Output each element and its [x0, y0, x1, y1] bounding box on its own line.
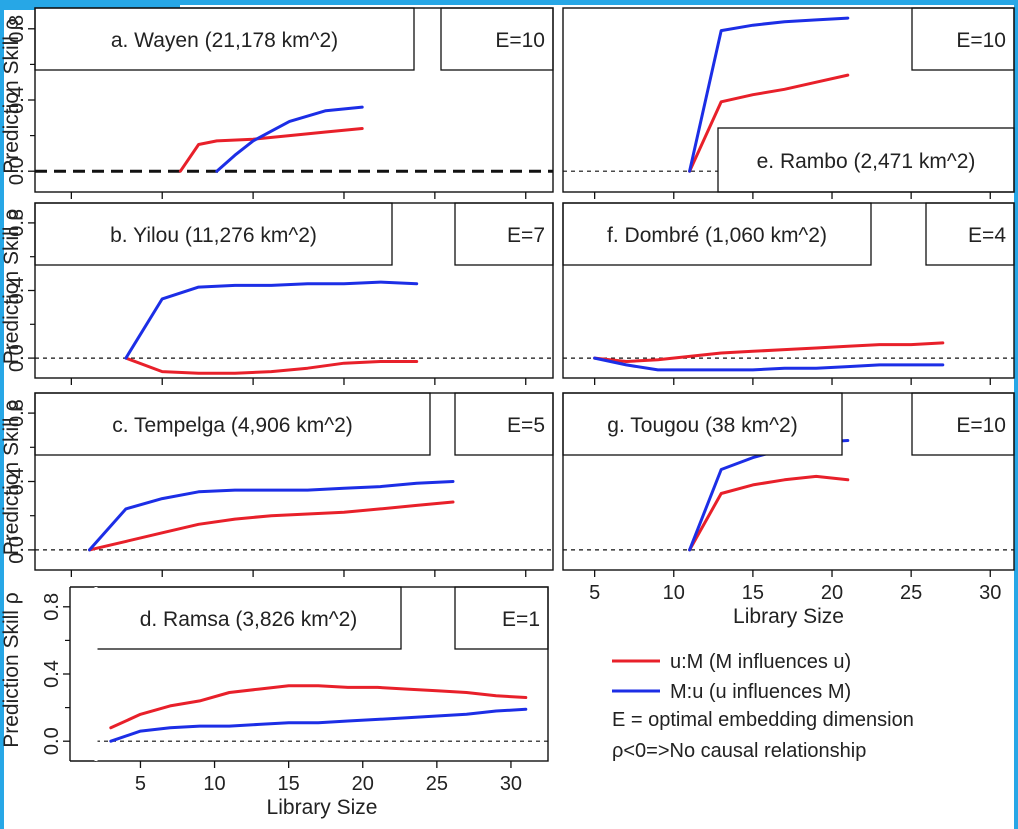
panel-title-box	[717, 127, 1015, 193]
y-tick-label: 0.8	[6, 399, 28, 427]
x-axis: 5 10 15 20 25 30 Library Size	[135, 761, 522, 819]
x-axis: 5 10 15 20 25 30 Library Size	[589, 570, 1001, 628]
x-axis	[70, 192, 527, 199]
x-tick-label: 25	[900, 582, 922, 604]
x-tick-label: 15	[742, 582, 764, 604]
y-tick-label: 0.4	[41, 660, 63, 688]
panel-frame	[562, 392, 1015, 571]
x-axis	[593, 378, 991, 385]
y-tick-label: 0.0	[6, 344, 28, 372]
legend-note: ρ<0=>No causal relationship	[612, 740, 866, 762]
panel-g: g. Tougou (38 km^2) E=10 5 10 15 20 25 30 Librar…	[562, 392, 1015, 628]
x-axis	[70, 570, 527, 577]
legend-label: M:u (u influences M)	[670, 681, 851, 703]
panel-title: f. Dombré (1,060 km^2)	[607, 224, 827, 247]
series-line-u-M	[178, 127, 364, 173]
x-axis-label: Library Size	[733, 605, 844, 628]
panel-title: c. Tempelga (4,906 km^2)	[112, 414, 353, 437]
x-axis	[70, 378, 527, 385]
y-tick-label: 0.8	[6, 15, 28, 43]
panel-title: e. Rambo (2,471 km^2)	[757, 150, 976, 173]
y-tick-label: 0.8	[41, 593, 63, 621]
series-line-u-M	[109, 684, 528, 730]
panel-title-box	[34, 202, 393, 266]
y-tick-label: 0.4	[6, 468, 28, 496]
x-tick-label: 15	[278, 773, 300, 795]
x-tick-label: 30	[979, 582, 1001, 604]
panel-frame	[562, 7, 1015, 193]
x-tick-label: 10	[663, 582, 685, 604]
x-tick-label: 25	[426, 773, 448, 795]
frame-top-bar	[0, 0, 1018, 5]
panel-title: a. Wayen (21,178 km^2)	[111, 29, 338, 52]
x-tick-label: 20	[352, 773, 374, 795]
y-axis-label: Prediction Skill ρ	[0, 209, 23, 365]
panel-title-box	[34, 7, 415, 71]
embedding-dimension-label: E=10	[956, 414, 1006, 437]
panel-title: b. Yilou (11,276 km^2)	[110, 224, 317, 247]
embedding-dimension-label: E=4	[968, 224, 1006, 247]
panel-f: f. Dombré (1,060 km^2) E=4	[562, 202, 1015, 385]
series-line-u-M	[593, 341, 945, 363]
series-line-u-M	[124, 356, 419, 375]
frame-left-bar	[0, 0, 4, 829]
x-tick-label: 20	[821, 582, 843, 604]
embedding-dimension-box	[454, 586, 549, 650]
x-tick-label: 10	[203, 773, 225, 795]
panel-e: e. Rambo (2,471 km^2) E=10	[562, 7, 1015, 199]
series-line-M-u	[124, 280, 419, 360]
panel-title-box	[562, 202, 872, 266]
panel-d: d. Ramsa (3,826 km^2) E=1 0.0 0.4 0.8 Predict…	[0, 586, 549, 819]
panel-b: b. Yilou (11,276 km^2) E=7 0.0 0.4 0.8Predic…	[0, 202, 554, 385]
y-tick-label: 0.4	[6, 86, 28, 114]
y-axis-label: Prediction Skill ρ	[0, 18, 23, 174]
y-tick-label: 0.0	[6, 536, 28, 564]
panel-title: g. Tougou (38 km^2)	[607, 414, 797, 437]
y-axis-label: Prediction Skill ρ	[0, 592, 23, 748]
x-axis-label: Library Size	[267, 796, 378, 819]
y-tick-label: 0.8	[6, 209, 28, 237]
embedding-dimension-label: E=10	[495, 29, 545, 52]
chart-panels: a. Wayen (21,178 km^2) E=100.00.40.8Predi…	[0, 7, 1015, 819]
x-tick-label: 5	[589, 582, 600, 604]
series-line-M-u	[215, 105, 364, 173]
frame-right-bar	[1014, 0, 1018, 829]
embedding-dimension-label: E=7	[507, 224, 545, 247]
legend-note: E = optimal embedding dimension	[612, 709, 914, 731]
embedding-dimension-box	[454, 202, 554, 266]
series-line-u-M	[688, 474, 850, 552]
panel-c: c. Tempelga (4,906 km^2) E=5 0.0 0.4 0.8Pred…	[0, 392, 554, 577]
series-line-M-u	[593, 356, 945, 372]
panel-frame	[562, 202, 1015, 379]
series-line-M-u	[109, 707, 528, 743]
y-axis-label: Prediction Skill ρ	[0, 400, 23, 556]
chart-legend: u:M (M influences u) M:u (u influences M)…	[612, 651, 914, 762]
x-tick-label: 30	[500, 773, 522, 795]
panel-title-box	[562, 392, 843, 456]
embedding-dimension-box	[911, 7, 1015, 71]
embedding-dimension-box	[440, 7, 554, 71]
embedding-dimension-label: E=1	[502, 608, 540, 631]
embedding-dimension-label: E=10	[956, 29, 1006, 52]
y-axis: 0.0 0.4 0.8 Prediction Skill ρ	[0, 592, 70, 755]
embedding-dimension-label: E=5	[507, 414, 545, 437]
series-line-M-u	[688, 16, 850, 173]
y-tick-label: 0.0	[6, 157, 28, 185]
panel-a: a. Wayen (21,178 km^2) E=10 0.0 0.4 0.8Predi…	[0, 7, 554, 199]
embedding-dimension-box	[911, 392, 1015, 456]
series-line-M-u	[688, 439, 850, 552]
panel-title: d. Ramsa (3,826 km^2)	[140, 608, 358, 631]
y-tick-label: 0.0	[41, 727, 63, 755]
x-tick-label: 5	[135, 773, 146, 795]
x-axis	[593, 192, 991, 199]
series-line-M-u	[88, 480, 455, 552]
legend-label: u:M (M influences u)	[670, 651, 851, 673]
series-line-u-M	[688, 73, 850, 173]
series-line-u-M	[88, 500, 455, 552]
y-tick-label: 0.4	[6, 277, 28, 305]
